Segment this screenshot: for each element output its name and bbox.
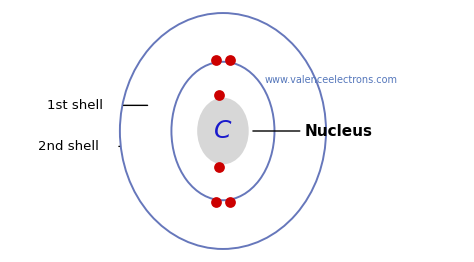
Ellipse shape [197,98,249,164]
Point [226,199,234,204]
Text: C: C [214,119,232,143]
Point [212,199,220,204]
Text: Nucleus: Nucleus [305,123,373,139]
Text: 2nd shell: 2nd shell [38,140,99,153]
Text: www.valenceelectrons.com: www.valenceelectrons.com [264,75,397,85]
Point [215,165,223,169]
Point [212,58,220,63]
Point [226,58,234,63]
Point [215,93,223,97]
Text: 1st shell: 1st shell [47,99,103,112]
